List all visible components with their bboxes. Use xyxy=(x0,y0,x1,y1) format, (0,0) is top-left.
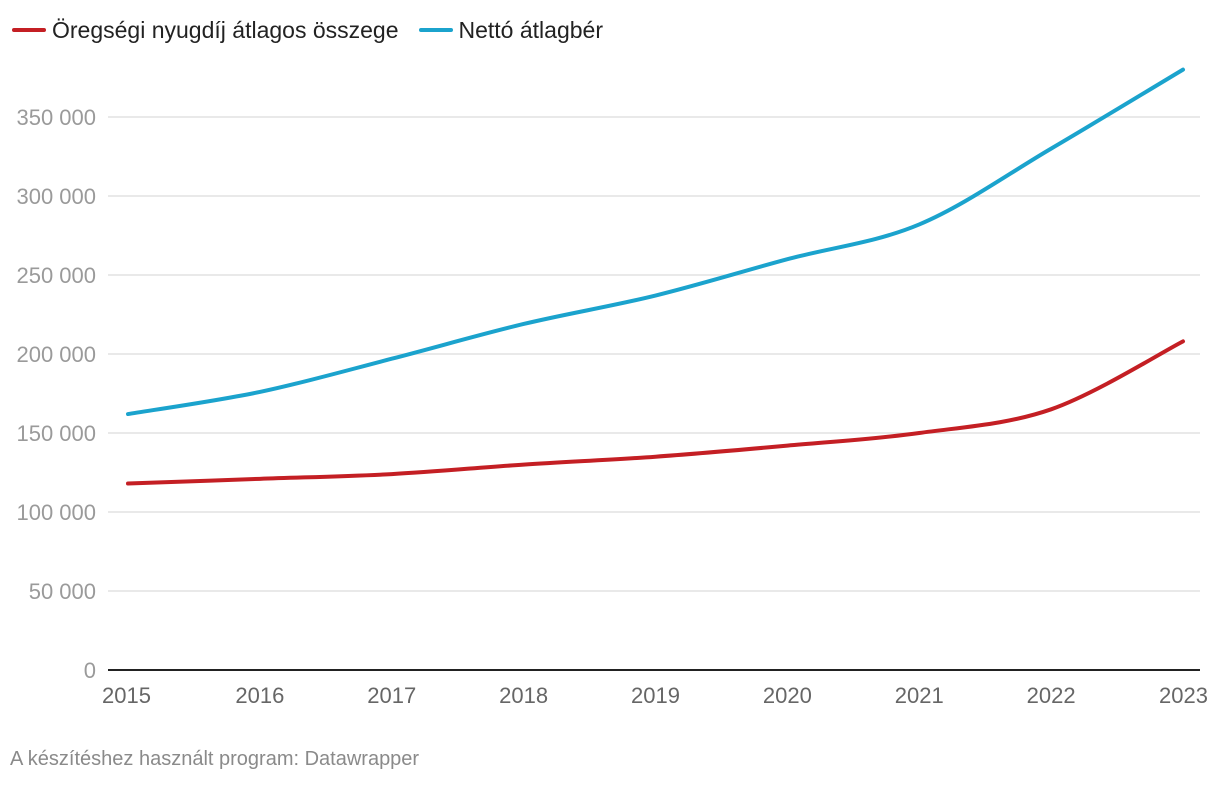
grid-lines xyxy=(108,116,1200,671)
y-tick-label: 150 000 xyxy=(16,421,96,446)
x-tick-label: 2017 xyxy=(367,683,416,708)
line-chart: 0 50 000 100 000 150 000 200 000 250 000 300 0… xyxy=(16,67,1208,708)
y-tick-label: 100 000 xyxy=(16,500,96,525)
x-tick-label: 2023 xyxy=(1159,683,1208,708)
y-tick-label: 350 000 xyxy=(16,105,96,130)
y-tick-label: 50 000 xyxy=(29,579,96,604)
y-tick-label: 0 xyxy=(84,658,96,683)
legend-swatch-pension xyxy=(12,28,46,32)
y-tick-label: 200 000 xyxy=(16,342,96,367)
footer-credit: A készítéshez használt program: Datawrap… xyxy=(10,748,420,770)
legend-label-net-wage: Nettó átlagbér xyxy=(458,16,603,43)
x-tick-label: 2020 xyxy=(763,683,812,708)
x-tick-label: 2022 xyxy=(1027,683,1076,708)
x-tick-label: 2016 xyxy=(235,683,284,708)
y-tick-label: 300 000 xyxy=(16,184,96,209)
legend-item-net-wage: Nettó átlagbér xyxy=(418,16,603,44)
y-axis-tick-labels: 0 50 000 100 000 150 000 200 000 250 000 300 0… xyxy=(16,105,96,683)
series-line-pension xyxy=(126,339,1185,486)
series-line-net-wage xyxy=(126,67,1185,417)
legend-item-pension: Öregségi nyugdíj átlagos összege xyxy=(12,17,399,44)
x-tick-label: 2021 xyxy=(895,683,944,708)
x-axis-tick-labels: 2015 2016 2017 2018 2019 2020 2021 2022 2023 xyxy=(102,683,1208,708)
chart-legend: Öregségi nyugdíj átlagos összege Nettó á… xyxy=(12,14,623,46)
x-tick-label: 2015 xyxy=(102,683,151,708)
x-tick-label: 2019 xyxy=(631,683,680,708)
series-lines xyxy=(126,67,1185,486)
legend-label-pension: Öregségi nyugdíj átlagos összege xyxy=(52,16,399,43)
y-tick-label: 250 000 xyxy=(16,263,96,288)
legend-swatch-net-wage xyxy=(418,28,453,32)
x-tick-label: 2018 xyxy=(499,683,548,708)
